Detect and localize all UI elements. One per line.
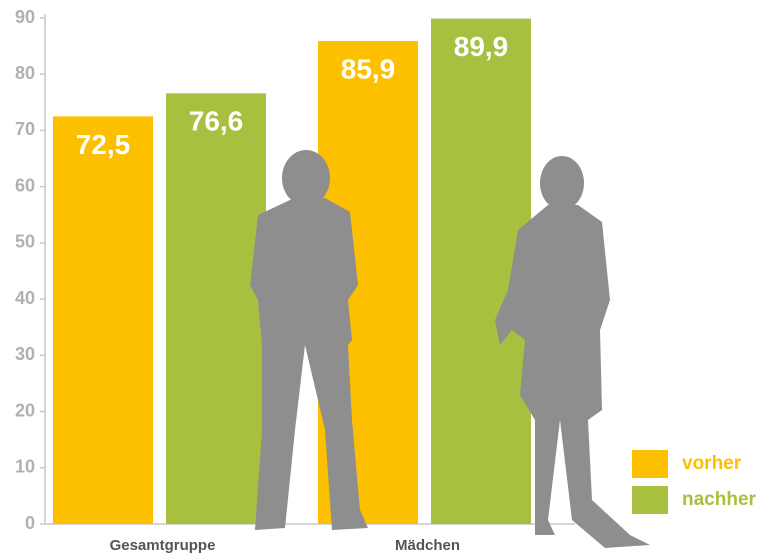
chart: 0 10 20 30 40 50 60 70 80 90 Gesamtgruppe 72,5 76,6 M… (0, 0, 773, 558)
bar (166, 93, 266, 524)
legend-swatch (632, 450, 668, 478)
legend-label: nachher (682, 489, 757, 510)
legend-label: vorher (682, 453, 742, 474)
person-head (282, 150, 330, 206)
page: 0 10 20 30 40 50 60 70 80 90 Gesamtgruppe 72,5 76,6 M… (0, 0, 773, 558)
value-label: 85,9 (341, 53, 396, 84)
y-tick-label: 60 (15, 175, 35, 195)
value-label: 72,5 (76, 129, 131, 160)
x-tick-label: Gesamtgruppe (110, 537, 216, 554)
legend: vorher nachher (632, 450, 757, 514)
y-tick-label: 10 (15, 457, 35, 477)
value-label: 89,9 (454, 31, 509, 62)
y-tick-label: 70 (15, 119, 35, 139)
person-head (540, 156, 584, 210)
y-tick-label: 20 (15, 400, 35, 420)
y-tick-label: 80 (15, 63, 35, 83)
bar (53, 116, 153, 524)
y-tick-label: 40 (15, 288, 35, 308)
value-label: 76,6 (189, 106, 244, 137)
y-tick-label: 90 (15, 7, 35, 27)
y-tick-label: 0 (25, 513, 35, 533)
legend-swatch (632, 486, 668, 514)
y-tick-label: 30 (15, 344, 35, 364)
y-tick-label: 50 (15, 232, 35, 252)
x-tick-label: Mädchen (395, 537, 460, 554)
